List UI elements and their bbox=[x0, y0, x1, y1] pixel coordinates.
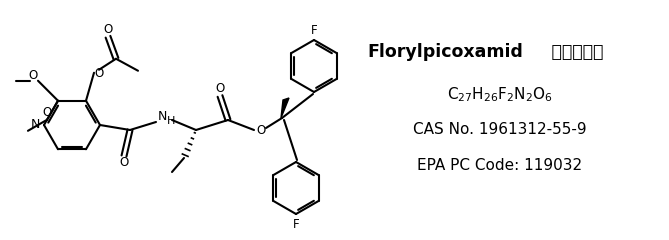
Text: O: O bbox=[94, 67, 104, 80]
Polygon shape bbox=[281, 98, 289, 118]
Text: N: N bbox=[30, 119, 39, 132]
Text: Florylpicoxamid: Florylpicoxamid bbox=[367, 43, 523, 61]
Text: O: O bbox=[104, 23, 112, 36]
Text: C$_{27}$H$_{26}$F$_{2}$N$_{2}$O$_{6}$: C$_{27}$H$_{26}$F$_{2}$N$_{2}$O$_{6}$ bbox=[447, 86, 553, 104]
Text: CAS No. 1961312-55-9: CAS No. 1961312-55-9 bbox=[413, 122, 587, 138]
Text: O: O bbox=[256, 125, 266, 138]
Text: 吵啄菌酰胺: 吵啄菌酰胺 bbox=[547, 43, 603, 61]
Text: EPA PC Code: 119032: EPA PC Code: 119032 bbox=[417, 157, 583, 173]
Text: H: H bbox=[167, 116, 175, 126]
Text: F: F bbox=[293, 217, 299, 230]
Text: O: O bbox=[215, 83, 225, 96]
Text: O: O bbox=[28, 69, 37, 82]
Text: N: N bbox=[157, 109, 167, 122]
Text: O: O bbox=[119, 156, 128, 169]
Text: O: O bbox=[42, 106, 52, 119]
Text: F: F bbox=[310, 24, 317, 36]
